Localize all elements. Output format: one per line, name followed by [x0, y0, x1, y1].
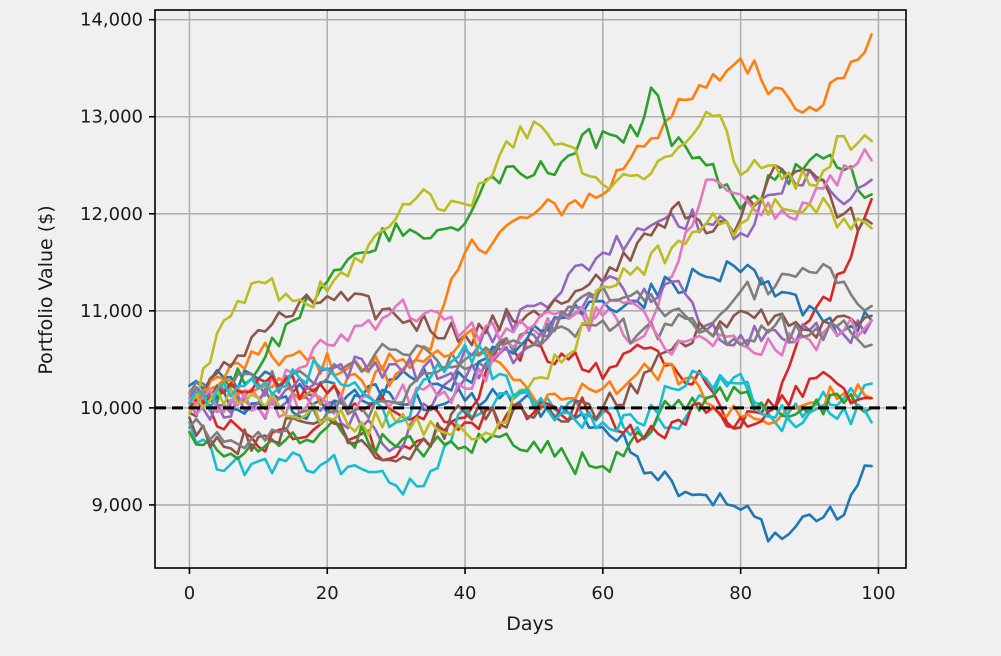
x-axis-label: Days	[506, 613, 553, 635]
y-tick-label-14000: 14,000	[80, 10, 143, 31]
series-line-9	[188, 110, 873, 415]
series-group	[188, 32, 873, 543]
y-axis-label: Portfolio Value ($)	[35, 205, 57, 374]
grid	[155, 10, 906, 568]
series-line-4	[188, 197, 873, 462]
y-tick-label-11000: 11,000	[80, 301, 143, 322]
series-line-12	[188, 328, 873, 426]
series-line-3	[188, 86, 873, 410]
x-tick-label-80: 80	[729, 583, 752, 604]
series-line-13	[188, 385, 873, 476]
series-line-16	[188, 308, 873, 463]
x-tick-label-100: 100	[861, 583, 895, 604]
x-tick-label-40: 40	[454, 583, 477, 604]
axes: 0 20 40 60 80 100 9,000 10,000 11,000 12,000 13,00…	[80, 9, 907, 604]
y-tick-label-10000: 10,000	[80, 398, 143, 419]
y-tick-label-12000: 12,000	[80, 204, 143, 225]
x-tick-label-60: 60	[591, 583, 614, 604]
plot-frame	[154, 9, 907, 569]
y-tick-label-13000: 13,000	[80, 107, 143, 128]
series-line-18	[188, 285, 873, 450]
series-line-19	[188, 196, 873, 441]
y-tick-label-9000: 9,000	[91, 495, 143, 516]
series-line-20	[188, 343, 873, 433]
series-line-17	[188, 298, 873, 419]
x-tick-label-20: 20	[316, 583, 339, 604]
series-line-2	[188, 32, 873, 404]
x-tick-label-0: 0	[184, 583, 195, 604]
